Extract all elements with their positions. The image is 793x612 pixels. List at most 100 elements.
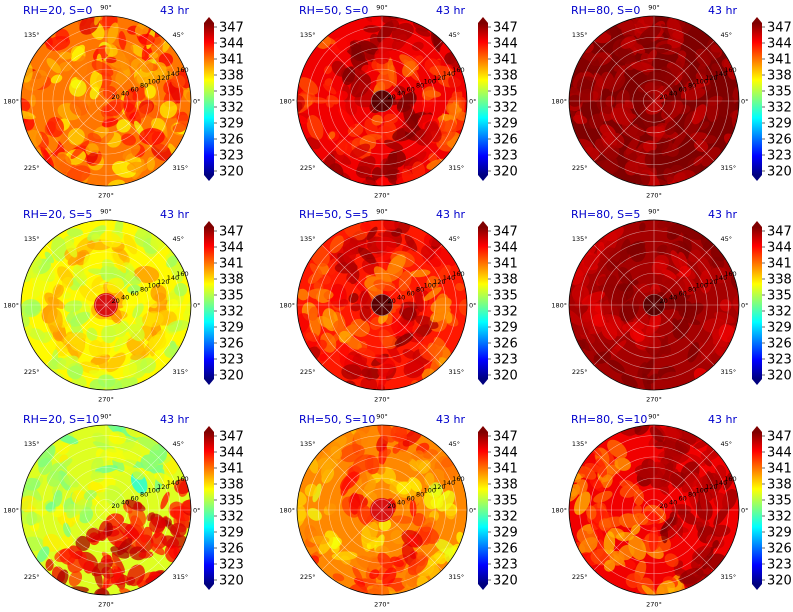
field-cell [124,42,134,61]
radial-tick-label: 20 [111,93,119,101]
field-cell [689,132,708,141]
colorbar-tick-label: 341 [767,257,792,272]
panel-time: 43 hr [708,413,737,426]
panel-title: RH=20, S=5 [23,208,92,221]
field-cell [104,44,118,57]
colorbar-tick-label: 338 [493,273,518,288]
field-cell [68,570,83,587]
colorbar-tick-label: 344 [767,241,792,256]
colorbar-tick-label: 323 [767,353,792,368]
field-cell [130,44,145,58]
angular-gridline [105,100,167,162]
field-cell [362,479,377,498]
angle-tick-label: 135° [572,440,588,448]
field-cell [128,323,145,342]
angle-tick-label: 45° [721,235,733,243]
field-cell [40,146,54,169]
field-cell [381,266,404,283]
radial-tick-label: 20 [387,297,395,305]
field-cell [635,171,651,186]
field-cell [304,483,317,497]
field-cell [610,132,625,149]
field-cell [404,234,418,252]
angle-tick-label: 135° [300,235,316,243]
panel-time: 43 hr [436,413,465,426]
colorbar-gradient [478,23,488,175]
colorbar-tick-label: 323 [493,149,518,164]
field-cell [103,85,117,100]
field-cell [122,297,134,310]
field-cell [332,573,345,582]
field-cell [316,339,327,350]
radial-tick-label: 60 [131,494,139,502]
field-cell [146,156,156,171]
angle-tick-label: 270° [98,396,114,404]
field-cell [111,250,127,274]
panel-title: RH=50, S=0 [299,4,368,17]
field-cell [21,299,42,318]
field-cell [691,104,707,125]
field-cell [148,52,159,60]
field-cell [684,472,701,488]
field-cell [639,222,646,232]
colorbar-tick-label: 344 [493,241,518,256]
field-cell [692,545,712,561]
field-cell [656,220,668,229]
colorbar-tick-label: 335 [767,85,792,100]
radial-tick-label: 140 [443,479,455,487]
field-cell [44,251,55,264]
colorbar-extend-max [478,221,488,227]
field-cell [89,70,103,92]
field-cell [699,491,707,512]
field-cell [145,85,156,99]
angle-tick-label: 90° [376,4,388,12]
colorbar-tick-label: 326 [767,133,792,148]
field-cell [66,503,77,519]
angle-tick-label: 0° [741,302,748,310]
angular-gridline [381,244,443,306]
field-cell [423,287,442,301]
field-cell [141,453,159,470]
colorbar-extend-max [204,17,214,23]
colorbar-tick-label: 323 [767,149,792,164]
colorbar-gradient [478,432,488,584]
field-cell [613,64,623,72]
radial-tick-label: 120 [705,483,717,491]
colorbar-tick-label: 341 [493,53,518,68]
angle-tick-label: 135° [300,440,316,448]
panel-title: RH=50, S=5 [299,208,368,221]
field-cell [434,538,457,556]
field-cell [377,363,395,377]
field-cell [429,65,455,78]
field-cell [323,83,337,95]
field-cell [339,471,360,491]
field-cell [118,31,127,50]
colorbar-tick-label: 329 [767,117,792,132]
field-cell [399,54,419,71]
field-cell [371,167,383,181]
colorbar-tick-label: 323 [219,353,244,368]
colorbar-tick-label: 347 [219,430,244,445]
field-cell [402,349,416,359]
field-cell [402,307,417,320]
colorbar-gradient [478,227,488,379]
field-cell [407,151,427,170]
colorbar-gradient [204,227,214,379]
angular-gridline [105,304,167,366]
field-cell [409,269,431,278]
field-cell [98,132,115,147]
field-cell [607,439,628,459]
field-cell [622,321,645,332]
radial-tick-label: 60 [407,494,415,502]
field-cell [572,287,585,304]
field-cell [700,449,719,461]
field-cell [135,22,149,37]
polar-frame [20,424,192,596]
colorbar-extend-min [204,379,214,385]
field-cell [576,76,597,94]
field-cell [709,474,721,499]
field-cell [71,44,85,62]
field-pattern [297,16,467,186]
angle-tick-label: 0° [469,302,476,310]
